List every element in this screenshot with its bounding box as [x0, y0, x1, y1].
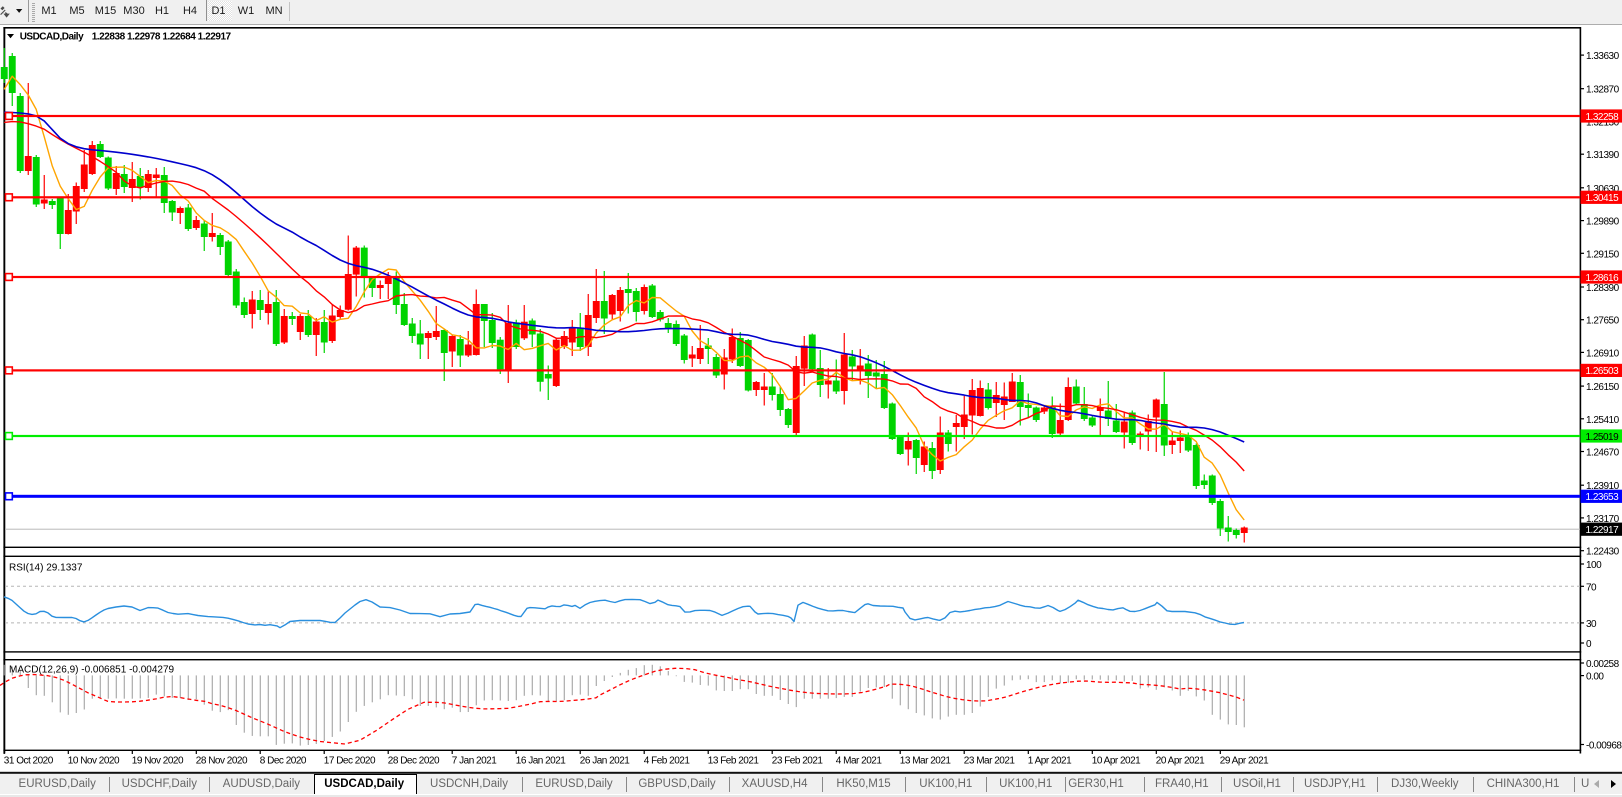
svg-text:23 Mar 2021: 23 Mar 2021 — [964, 756, 1016, 767]
svg-text:1.25410: 1.25410 — [1586, 415, 1620, 426]
svg-text:MACD(12,26,9) -0.006851 -0.004: MACD(12,26,9) -0.006851 -0.004279 — [9, 665, 175, 676]
svg-text:RSI(14) 29.1337: RSI(14) 29.1337 — [9, 563, 83, 574]
svg-text:10 Apr 2021: 10 Apr 2021 — [1092, 756, 1141, 767]
svg-text:0: 0 — [1586, 639, 1592, 650]
svg-text:1.26503: 1.26503 — [1586, 366, 1620, 377]
svg-text:16 Jan 2021: 16 Jan 2021 — [516, 756, 566, 767]
svg-text:30: 30 — [1586, 619, 1597, 630]
svg-text:1.30415: 1.30415 — [1586, 193, 1620, 204]
svg-text:4 Feb 2021: 4 Feb 2021 — [644, 756, 691, 767]
svg-text:1.28390: 1.28390 — [1586, 283, 1620, 294]
svg-text:1.22838 1.22978 1.22684 1.2291: 1.22838 1.22978 1.22684 1.22917 — [92, 32, 232, 43]
svg-text:0.00: 0.00 — [1586, 672, 1604, 683]
svg-text:1.23170: 1.23170 — [1586, 514, 1620, 525]
svg-text:13 Mar 2021: 13 Mar 2021 — [900, 756, 952, 767]
svg-text:100: 100 — [1586, 560, 1602, 571]
svg-text:1.23653: 1.23653 — [1586, 492, 1620, 503]
svg-text:0.00258: 0.00258 — [1586, 659, 1620, 670]
svg-text:20 Apr 2021: 20 Apr 2021 — [1156, 756, 1205, 767]
svg-text:26 Jan 2021: 26 Jan 2021 — [580, 756, 630, 767]
svg-text:1.22430: 1.22430 — [1586, 547, 1620, 558]
svg-text:10 Nov 2020: 10 Nov 2020 — [68, 756, 120, 767]
svg-text:1.25019: 1.25019 — [1586, 432, 1620, 443]
svg-text:1.29150: 1.29150 — [1586, 249, 1620, 260]
svg-text:1.31390: 1.31390 — [1586, 150, 1620, 161]
svg-text:23 Feb 2021: 23 Feb 2021 — [772, 756, 824, 767]
svg-text:70: 70 — [1586, 582, 1597, 593]
svg-text:1 Apr 2021: 1 Apr 2021 — [1028, 756, 1072, 767]
svg-text:1.33630: 1.33630 — [1586, 51, 1620, 62]
svg-text:31 Oct 2020: 31 Oct 2020 — [4, 756, 54, 767]
svg-text:1.29890: 1.29890 — [1586, 217, 1620, 228]
svg-text:1.32870: 1.32870 — [1586, 85, 1620, 96]
svg-text:4 Mar 2021: 4 Mar 2021 — [836, 756, 883, 767]
svg-text:28 Nov 2020: 28 Nov 2020 — [196, 756, 248, 767]
svg-text:13 Feb 2021: 13 Feb 2021 — [708, 756, 760, 767]
svg-text:17 Dec 2020: 17 Dec 2020 — [324, 756, 376, 767]
svg-text:1.32258: 1.32258 — [1586, 112, 1620, 123]
svg-text:1.22917: 1.22917 — [1586, 525, 1620, 536]
svg-text:28 Dec 2020: 28 Dec 2020 — [388, 756, 440, 767]
svg-text:1.28616: 1.28616 — [1586, 273, 1620, 284]
svg-text:1.30630: 1.30630 — [1586, 184, 1620, 195]
svg-text:7 Jan 2021: 7 Jan 2021 — [452, 756, 497, 767]
svg-text:1.27650: 1.27650 — [1586, 316, 1620, 327]
svg-text:1.26150: 1.26150 — [1586, 382, 1620, 393]
svg-text:USDCAD,Daily: USDCAD,Daily — [20, 32, 84, 43]
svg-text:-0.009687: -0.009687 — [1586, 741, 1622, 752]
svg-text:19 Nov 2020: 19 Nov 2020 — [132, 756, 184, 767]
svg-text:1.24670: 1.24670 — [1586, 448, 1620, 459]
svg-text:1.26910: 1.26910 — [1586, 348, 1620, 359]
svg-text:1.23910: 1.23910 — [1586, 481, 1620, 492]
svg-text:8 Dec 2020: 8 Dec 2020 — [260, 756, 307, 767]
svg-text:29 Apr 2021: 29 Apr 2021 — [1220, 756, 1269, 767]
svg-text:1.32130: 1.32130 — [1586, 118, 1620, 129]
